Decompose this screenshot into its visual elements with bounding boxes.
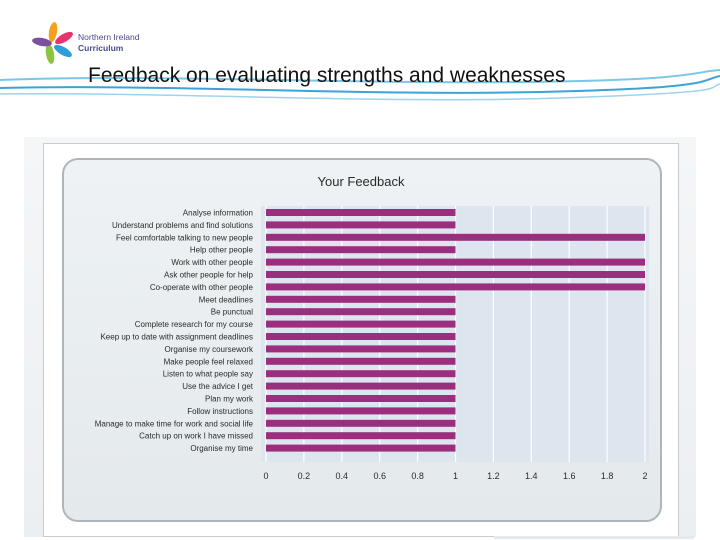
- category-label: Organise my coursework: [165, 345, 254, 354]
- category-label: Keep up to date with assignment deadline…: [100, 333, 253, 342]
- category-label: Help other people: [190, 246, 254, 255]
- bar: [266, 246, 456, 254]
- category-label: Listen to what people say: [163, 370, 253, 379]
- bar: [266, 395, 456, 402]
- bar: [266, 258, 645, 266]
- category-label: Feel comfortable talking to new people: [116, 233, 254, 242]
- bar: [266, 333, 456, 340]
- bar: [266, 209, 456, 216]
- bar: [266, 382, 456, 390]
- category-label: Be punctual: [211, 308, 253, 317]
- category-label: Complete research for my course: [135, 320, 254, 329]
- x-tick-label: 1.6: [563, 471, 576, 481]
- bar: [266, 444, 456, 452]
- x-tick-label: 0.6: [373, 471, 386, 481]
- x-tick-label: 1.8: [601, 471, 614, 481]
- category-label: Manage to make time for work and social …: [95, 419, 254, 428]
- tick-labels: 0 0.2 0.4 0.6 0.8 1 1.2 1.4 1.6 1.8 2: [263, 471, 647, 481]
- category-label: Organise my time: [190, 444, 253, 453]
- bar: [266, 357, 456, 365]
- x-tick-label: 1.4: [525, 471, 538, 481]
- bar: [266, 271, 645, 278]
- x-tick-label: 0.8: [411, 471, 424, 481]
- bar: [266, 283, 645, 291]
- header-swoosh: [0, 69, 720, 101]
- bars: [266, 209, 645, 452]
- bar: [266, 345, 456, 353]
- category-label: Co-operate with other people: [150, 283, 254, 292]
- category-label: Analyse information: [183, 209, 253, 218]
- logo-line-2: Curriculum: [78, 43, 124, 53]
- bar: [266, 308, 456, 316]
- x-tick-label: 0.2: [298, 471, 311, 481]
- category-label: Make people feel relaxed: [164, 357, 253, 366]
- logo-line-1: Northern Ireland: [78, 32, 140, 42]
- bar: [266, 295, 456, 303]
- bar: [266, 432, 456, 440]
- category-label: Ask other people for help: [164, 271, 253, 280]
- x-tick-label: 1.2: [487, 471, 500, 481]
- bar: [266, 419, 456, 427]
- bar: [266, 320, 456, 328]
- bar: [266, 233, 645, 241]
- category-label: Use the advice I get: [182, 382, 253, 391]
- bar: [266, 407, 456, 415]
- category-label: Plan my work: [205, 395, 254, 404]
- category-label: Meet deadlines: [199, 295, 253, 304]
- category-label: Understand problems and find solutions: [112, 221, 253, 230]
- bottom-strip: [494, 536, 694, 539]
- curriculum-logo: Northern Ireland Curriculum: [30, 18, 170, 70]
- curriculum-logo-icon: [32, 22, 73, 64]
- chart-title: Your Feedback: [318, 174, 405, 189]
- x-tick-label: 2: [642, 471, 647, 481]
- category-labels: Analyse information Understand problems a…: [95, 209, 254, 454]
- category-label: Work with other people: [171, 258, 253, 267]
- category-label: Catch up on work I have missed: [139, 432, 253, 441]
- x-tick-label: 1: [453, 471, 458, 481]
- slide-title: Feedback on evaluating strengths and wea…: [88, 64, 566, 87]
- x-tick-label: 0: [263, 471, 268, 481]
- x-tick-label: 0.4: [336, 471, 349, 481]
- bar: [266, 221, 456, 229]
- category-label: Follow instructions: [187, 407, 253, 416]
- bar: [266, 370, 456, 378]
